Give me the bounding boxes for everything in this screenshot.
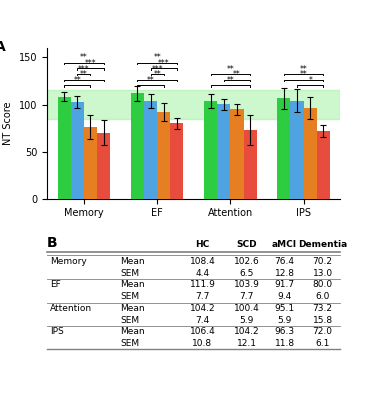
Bar: [243, 130, 257, 199]
Text: SEM: SEM: [121, 339, 139, 348]
Text: EF: EF: [50, 280, 61, 290]
Text: 7.4: 7.4: [195, 316, 210, 324]
Bar: [157, 112, 170, 199]
Text: 4.4: 4.4: [195, 269, 209, 278]
Text: IPS: IPS: [50, 327, 64, 336]
Text: 73.2: 73.2: [313, 304, 333, 313]
Bar: [304, 108, 317, 199]
Bar: [71, 102, 84, 199]
Text: 13.0: 13.0: [313, 269, 333, 278]
Text: **: **: [226, 76, 234, 85]
Bar: [317, 131, 330, 199]
Bar: [84, 127, 97, 199]
Text: Mean: Mean: [121, 280, 145, 290]
Text: 100.4: 100.4: [234, 304, 259, 313]
Bar: [204, 100, 217, 199]
Text: 108.4: 108.4: [190, 257, 215, 266]
Text: SEM: SEM: [121, 269, 139, 278]
Text: 91.7: 91.7: [274, 280, 294, 290]
Text: aMCI: aMCI: [272, 240, 297, 249]
Bar: [290, 100, 304, 199]
Text: 15.8: 15.8: [313, 316, 333, 324]
Text: 80.0: 80.0: [313, 280, 333, 290]
Text: **: **: [153, 70, 161, 79]
Text: SEM: SEM: [121, 316, 139, 324]
Text: **: **: [73, 76, 81, 85]
Text: **: **: [153, 53, 161, 62]
Text: **: **: [80, 70, 88, 79]
Text: ***: ***: [158, 59, 169, 68]
Bar: [170, 123, 183, 199]
Bar: [230, 109, 243, 199]
Text: 10.8: 10.8: [192, 339, 212, 348]
Text: Mean: Mean: [121, 327, 145, 336]
Bar: [57, 97, 71, 199]
Text: Mean: Mean: [121, 257, 145, 266]
Text: 103.9: 103.9: [234, 280, 259, 290]
Text: 95.1: 95.1: [274, 304, 294, 313]
Text: **: **: [80, 53, 88, 62]
Text: **: **: [300, 70, 307, 79]
Bar: [47, 90, 340, 119]
Y-axis label: NT Score: NT Score: [3, 102, 14, 145]
Text: *: *: [308, 76, 312, 85]
Text: **: **: [226, 65, 234, 74]
Text: Dementia: Dementia: [298, 240, 347, 249]
Text: 111.9: 111.9: [190, 280, 215, 290]
Bar: [217, 104, 230, 199]
Text: 96.3: 96.3: [274, 327, 294, 336]
Text: A: A: [0, 40, 5, 54]
Text: SCD: SCD: [236, 240, 257, 249]
Text: **: **: [300, 65, 307, 74]
Text: ***: ***: [151, 65, 163, 74]
Text: 104.2: 104.2: [190, 304, 215, 313]
Text: 11.8: 11.8: [274, 339, 294, 348]
Text: 106.4: 106.4: [190, 327, 215, 336]
Text: 6.1: 6.1: [315, 339, 330, 348]
Text: 70.2: 70.2: [313, 257, 333, 266]
Text: 7.7: 7.7: [195, 292, 210, 301]
Text: 5.9: 5.9: [277, 316, 292, 324]
Text: Attention: Attention: [50, 304, 92, 313]
Text: 6.0: 6.0: [315, 292, 330, 301]
Text: HC: HC: [195, 240, 210, 249]
Text: Mean: Mean: [121, 304, 145, 313]
Text: 6.5: 6.5: [239, 269, 254, 278]
Text: 5.9: 5.9: [239, 316, 254, 324]
Text: 12.8: 12.8: [274, 269, 294, 278]
Bar: [144, 101, 157, 199]
Text: 104.2: 104.2: [234, 327, 259, 336]
Text: Memory: Memory: [50, 257, 87, 266]
Text: B: B: [47, 236, 58, 250]
Text: ***: ***: [78, 65, 90, 74]
Text: 72.0: 72.0: [313, 327, 333, 336]
Text: 9.4: 9.4: [277, 292, 292, 301]
Bar: [97, 132, 110, 199]
Text: SEM: SEM: [121, 292, 139, 301]
Bar: [131, 93, 144, 199]
Bar: [277, 98, 290, 199]
Text: **: **: [147, 76, 154, 85]
Text: **: **: [233, 70, 241, 79]
Text: 102.6: 102.6: [234, 257, 259, 266]
Text: 7.7: 7.7: [239, 292, 254, 301]
Text: 12.1: 12.1: [237, 339, 256, 348]
Text: 76.4: 76.4: [274, 257, 294, 266]
Text: ***: ***: [85, 59, 96, 68]
